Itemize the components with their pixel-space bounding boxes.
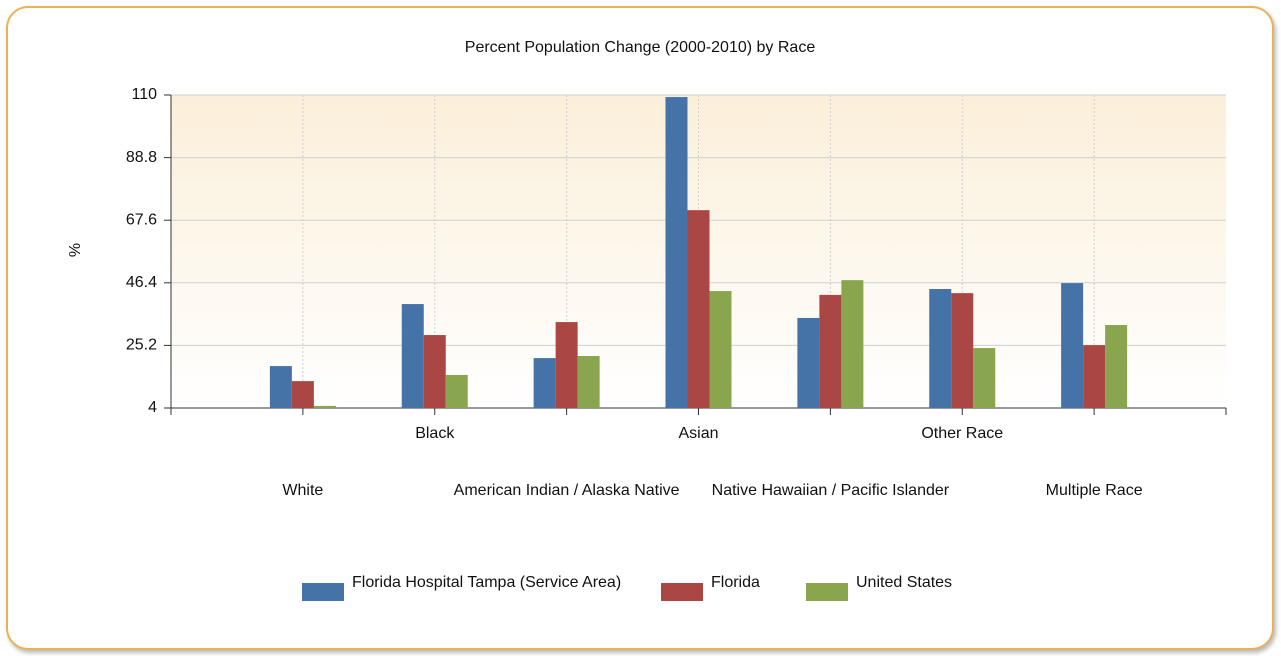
x-tick-label: Multiple Race <box>1045 482 1143 499</box>
x-tick-label: American Indian / Alaska Native <box>453 482 680 499</box>
bar <box>665 97 688 408</box>
bar <box>951 293 974 408</box>
bar <box>313 405 336 408</box>
bar <box>533 358 556 408</box>
bar <box>841 280 864 408</box>
bar <box>401 304 424 408</box>
legend-label: Florida <box>711 574 760 591</box>
bar <box>555 322 578 408</box>
bar <box>1083 345 1106 408</box>
legend-label: United States <box>856 574 953 591</box>
bar <box>687 210 710 408</box>
legend-swatch <box>302 583 344 601</box>
y-tick-label: 25.2 <box>126 337 157 354</box>
bar <box>819 294 842 408</box>
bar <box>423 335 446 408</box>
x-tick-label: Black <box>415 425 455 442</box>
bar <box>291 381 314 408</box>
bar <box>797 317 820 408</box>
bar <box>1105 325 1128 408</box>
x-tick-label: Other Race <box>921 425 1004 442</box>
legend-swatch <box>661 583 703 601</box>
x-tick-label: White <box>282 482 324 499</box>
y-tick-label: 67.6 <box>126 211 157 228</box>
bar <box>445 374 468 408</box>
bar <box>577 356 600 408</box>
y-tick-label: 110 <box>131 86 157 103</box>
legend-label: Florida Hospital Tampa (Service Area) <box>352 574 622 591</box>
bar <box>929 289 952 408</box>
y-tick-label: 4 <box>148 399 157 416</box>
y-tick-label: 88.8 <box>126 149 157 166</box>
y-axis-label: % <box>67 243 84 257</box>
x-tick-label: Asian <box>678 425 719 442</box>
bar <box>709 291 732 408</box>
x-tick-label: Native Hawaiian / Pacific Islander <box>711 482 950 499</box>
bar <box>269 366 292 408</box>
y-tick-label: 46.4 <box>126 274 157 291</box>
bar <box>973 348 996 408</box>
chart-title: Percent Population Change (2000-2010) by… <box>465 39 816 56</box>
legend-swatch <box>806 583 848 601</box>
bar <box>1061 283 1084 408</box>
